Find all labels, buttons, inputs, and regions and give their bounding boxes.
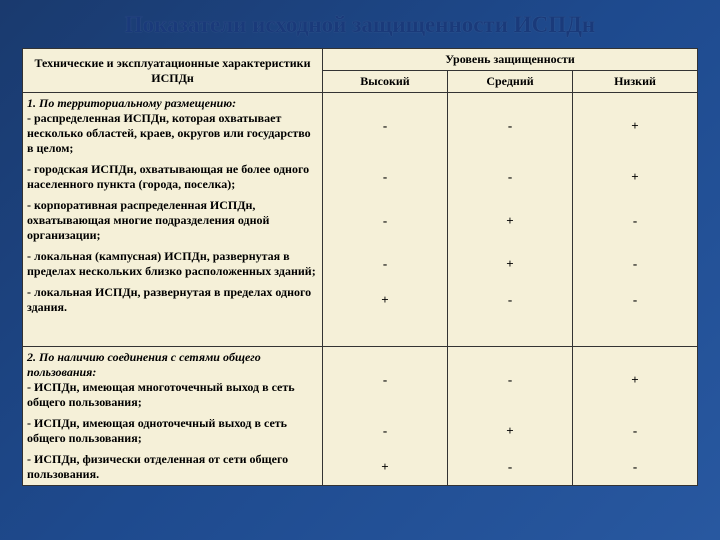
slide: Показатели исходной защищенности ИСПДн Т…: [0, 0, 720, 540]
cell-mid: -: [448, 93, 573, 160]
cell-low: -: [573, 413, 698, 449]
header-row: Технические и эксплуатационные характери…: [23, 49, 698, 71]
cell-high: -: [323, 195, 448, 246]
header-mid: Средний: [448, 71, 573, 93]
table-row: - ИСПДн, имеющая одноточечный выход в се…: [23, 413, 698, 449]
cell-mid: -: [448, 449, 573, 486]
cell-mid: +: [448, 246, 573, 282]
table-row: - локальная (кампусная) ИСПДн, развернут…: [23, 246, 698, 282]
security-table: Технические и эксплуатационные характери…: [22, 48, 698, 486]
cell-mid: +: [448, 413, 573, 449]
table-row: - городская ИСПДн, охватывающая не более…: [23, 159, 698, 195]
header-level: Уровень защищенности: [323, 49, 698, 71]
row-text: - ИСПДн, имеющая одноточечный выход в се…: [23, 413, 323, 449]
cell-high: -: [323, 347, 448, 414]
section2-head: 2. По наличию соединения с сетями общего…: [23, 347, 323, 414]
header-high: Высокий: [323, 71, 448, 93]
table-row: - корпоративная распределенная ИСПДн, ох…: [23, 195, 698, 246]
table-row: - ИСПДн, физически отделенная от сети об…: [23, 449, 698, 486]
cell-high: -: [323, 413, 448, 449]
cell-low: -: [573, 282, 698, 318]
table-row: - локальная ИСПДн, развернутая в предела…: [23, 282, 698, 318]
cell-high: +: [323, 449, 448, 486]
gap-row: [23, 318, 698, 347]
section1-head: 1. По территориальному размещению: - рас…: [23, 93, 323, 160]
table-row: 2. По наличию соединения с сетями общего…: [23, 347, 698, 414]
cell-high: -: [323, 159, 448, 195]
cell-high: -: [323, 246, 448, 282]
cell-mid: -: [448, 282, 573, 318]
table-row: 1. По территориальному размещению: - рас…: [23, 93, 698, 160]
row-text: - городская ИСПДн, охватывающая не более…: [23, 159, 323, 195]
cell-low: +: [573, 93, 698, 160]
cell-mid: -: [448, 347, 573, 414]
cell-low: -: [573, 449, 698, 486]
cell-low: +: [573, 347, 698, 414]
page-title: Показатели исходной защищенности ИСПДн: [22, 12, 698, 38]
cell-mid: +: [448, 195, 573, 246]
cell-low: -: [573, 195, 698, 246]
cell-low: +: [573, 159, 698, 195]
cell-low: -: [573, 246, 698, 282]
row-text: - локальная (кампусная) ИСПДн, развернут…: [23, 246, 323, 282]
header-low: Низкий: [573, 71, 698, 93]
row-text: - локальная ИСПДн, развернутая в предела…: [23, 282, 323, 318]
cell-high: +: [323, 282, 448, 318]
row-text: - корпоративная распределенная ИСПДн, ох…: [23, 195, 323, 246]
header-char: Технические и эксплуатационные характери…: [23, 49, 323, 93]
cell-high: -: [323, 93, 448, 160]
cell-mid: -: [448, 159, 573, 195]
row-text: - ИСПДн, физически отделенная от сети об…: [23, 449, 323, 486]
